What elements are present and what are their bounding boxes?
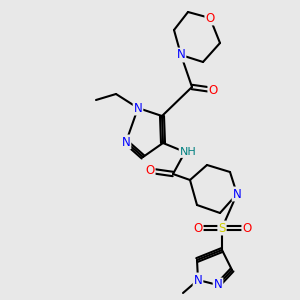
Text: O: O [194, 221, 202, 235]
Text: N: N [177, 49, 185, 62]
Text: N: N [194, 274, 202, 286]
Text: N: N [134, 101, 142, 115]
Text: O: O [208, 83, 217, 97]
Text: S: S [218, 221, 226, 235]
Text: NH: NH [180, 147, 196, 157]
Text: N: N [232, 188, 242, 200]
Text: N: N [122, 136, 130, 148]
Text: O: O [206, 11, 214, 25]
Text: O: O [242, 221, 252, 235]
Text: N: N [214, 278, 222, 292]
Text: O: O [146, 164, 154, 178]
